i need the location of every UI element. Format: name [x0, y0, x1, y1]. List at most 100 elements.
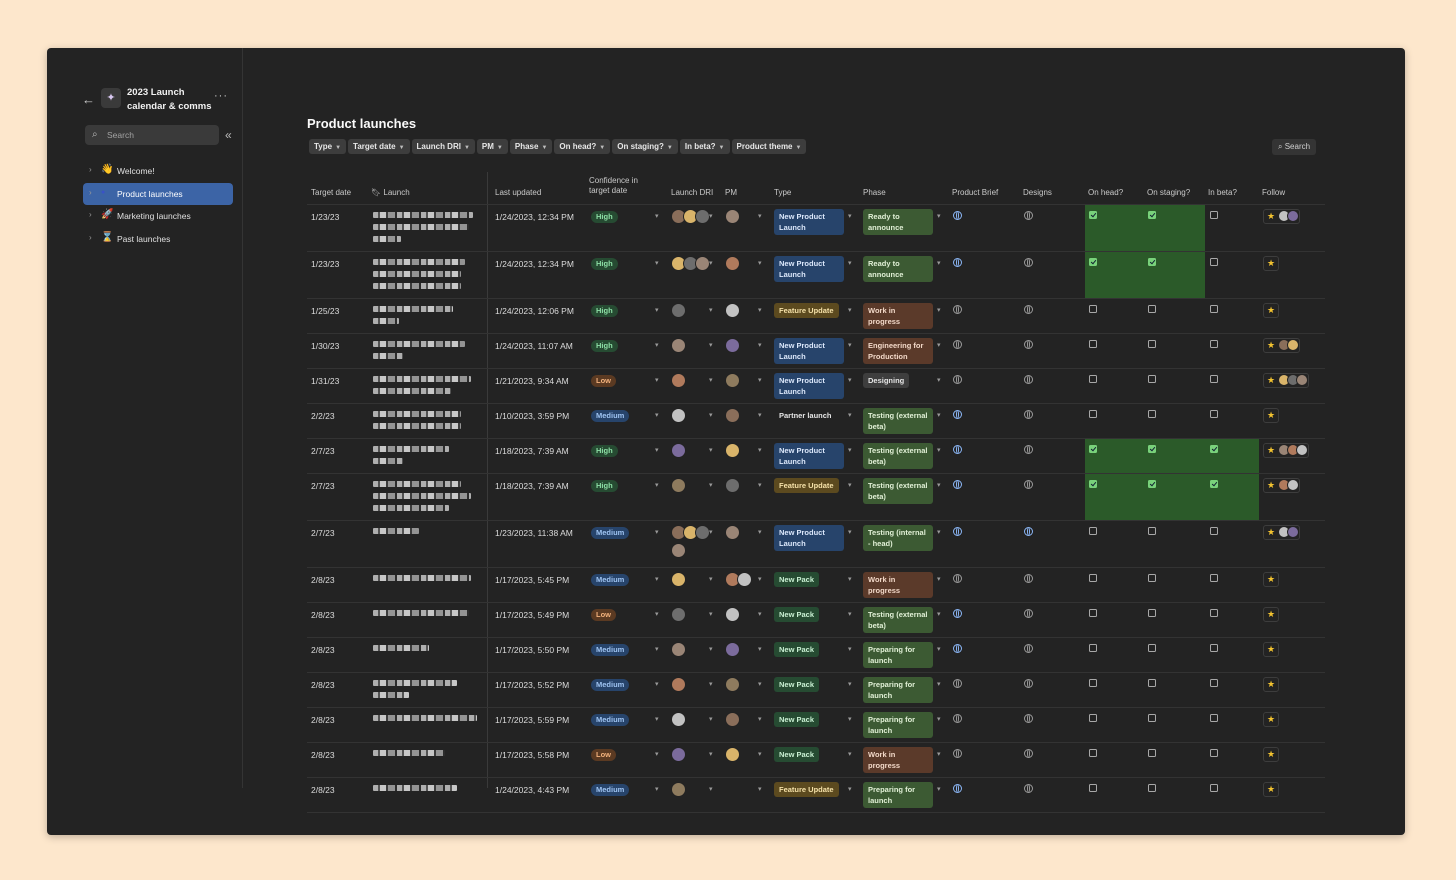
chevron-down-icon[interactable]: ▾: [758, 529, 762, 536]
target-date-cell[interactable]: 1/25/23: [311, 306, 340, 316]
on-head-checkbox[interactable]: [1089, 749, 1097, 757]
chevron-down-icon[interactable]: ▾: [709, 611, 713, 618]
phase-tag[interactable]: Preparing for launch: [863, 642, 933, 668]
on-staging-checkbox[interactable]: [1148, 305, 1156, 313]
chevron-down-icon[interactable]: ▾: [709, 412, 713, 419]
pm-avatars[interactable]: [725, 256, 740, 274]
sidebar-item-product-launches[interactable]: › ● Product launches: [83, 182, 233, 205]
chevron-down-icon[interactable]: ▾: [848, 681, 852, 688]
chevron-down-icon[interactable]: ▾: [758, 260, 762, 267]
globe-icon[interactable]: [953, 644, 962, 653]
globe-icon[interactable]: [1024, 609, 1033, 618]
launch-dri-avatars[interactable]: [671, 256, 711, 274]
table-row[interactable]: 1/25/23 1/24/2023, 12:06 PM High ▾ ▾ ▾ Feature…: [307, 299, 1325, 334]
chevron-down-icon[interactable]: ▾: [655, 611, 659, 618]
phase-tag[interactable]: Designing: [863, 373, 910, 388]
table-row[interactable]: 2/8/23 1/24/2023, 4:43 PM Medium ▾ ▾ ▾ Feature…: [307, 778, 1325, 813]
globe-icon[interactable]: [953, 784, 962, 793]
target-date-cell[interactable]: 2/8/23: [311, 645, 335, 655]
chevron-down-icon[interactable]: ▾: [709, 576, 713, 583]
launch-name-redacted[interactable]: [373, 341, 465, 365]
table-row[interactable]: 1/31/23 1/21/2023, 9:34 AM Low ▾ ▾ ▾ New Produ…: [307, 369, 1325, 404]
pm-avatars[interactable]: [725, 373, 740, 391]
on-head-checkbox[interactable]: [1089, 527, 1097, 535]
table-row[interactable]: 2/8/23 1/17/2023, 5:49 PM Low ▾ ▾ ▾ New Pack ▾ T…: [307, 603, 1325, 638]
target-date-cell[interactable]: 2/8/23: [311, 610, 335, 620]
table-row[interactable]: 2/7/23 1/23/2023, 11:38 AM Medium ▾ ▾ ▾ New Pr…: [307, 521, 1325, 568]
filter-chip[interactable]: Target date ▼: [348, 139, 410, 154]
launch-name-redacted[interactable]: [373, 481, 471, 517]
follow-button[interactable]: ★: [1263, 782, 1280, 797]
chevron-down-icon[interactable]: ▾: [655, 751, 659, 758]
launch-dri-avatars[interactable]: [671, 209, 711, 227]
confidence-badge[interactable]: High: [591, 305, 618, 317]
type-tag[interactable]: Feature Update: [774, 303, 839, 318]
type-tag[interactable]: New Product Launch: [774, 443, 844, 469]
on-head-checkbox[interactable]: [1089, 609, 1097, 617]
launch-name-redacted[interactable]: [373, 212, 473, 248]
chevron-down-icon[interactable]: ▾: [937, 611, 941, 618]
globe-icon[interactable]: [1024, 445, 1033, 454]
in-beta-checkbox[interactable]: [1210, 375, 1218, 383]
chevron-down-icon[interactable]: ▾: [709, 529, 713, 536]
type-tag[interactable]: Partner launch: [779, 411, 832, 420]
table-row[interactable]: 2/8/23 1/17/2023, 5:45 PM Medium ▾ ▾ ▾ New Pac…: [307, 568, 1325, 603]
chevron-down-icon[interactable]: ▾: [937, 751, 941, 758]
on-staging-checkbox[interactable]: [1148, 375, 1156, 383]
chevron-down-icon[interactable]: ▾: [758, 447, 762, 454]
in-beta-checkbox[interactable]: [1210, 305, 1218, 313]
on-staging-checkbox[interactable]: [1148, 714, 1156, 722]
chevron-down-icon[interactable]: ▾: [937, 576, 941, 583]
type-tag[interactable]: Feature Update: [774, 478, 839, 493]
table-row[interactable]: 1/23/23 1/24/2023, 12:34 PM High ▾ ▾ ▾ New Pro…: [307, 204, 1325, 252]
chevron-down-icon[interactable]: ▾: [655, 482, 659, 489]
phase-tag[interactable]: Testing (internal - head): [863, 525, 933, 551]
type-tag[interactable]: New Product Launch: [774, 338, 844, 364]
phase-tag[interactable]: Work in progress: [863, 747, 933, 773]
in-beta-checkbox[interactable]: [1210, 445, 1218, 453]
chevron-down-icon[interactable]: ▾: [937, 377, 941, 384]
chevron-down-icon[interactable]: ▾: [848, 447, 852, 454]
on-staging-checkbox[interactable]: [1148, 784, 1156, 792]
chevron-right-icon[interactable]: ›: [89, 165, 92, 174]
launch-name-redacted[interactable]: [373, 446, 449, 470]
follow-button[interactable]: ★: [1263, 443, 1310, 458]
pm-avatars[interactable]: [725, 478, 740, 496]
phase-tag[interactable]: Testing (external beta): [863, 607, 933, 633]
on-head-checkbox[interactable]: [1089, 445, 1097, 453]
on-staging-checkbox[interactable]: [1148, 609, 1156, 617]
phase-tag[interactable]: Testing (external beta): [863, 408, 933, 434]
globe-icon[interactable]: [1024, 480, 1033, 489]
launch-dri-avatars[interactable]: [671, 338, 711, 356]
target-date-cell[interactable]: 2/7/23: [311, 446, 335, 456]
target-date-cell[interactable]: 1/23/23: [311, 212, 340, 222]
type-tag[interactable]: New Product Launch: [774, 373, 844, 399]
launch-name-redacted[interactable]: [373, 575, 471, 587]
launch-dri-avatars[interactable]: [671, 443, 711, 461]
confidence-badge[interactable]: Medium: [591, 574, 630, 586]
in-beta-checkbox[interactable]: [1210, 410, 1218, 418]
on-head-checkbox[interactable]: [1089, 258, 1097, 266]
chevron-down-icon[interactable]: ▾: [848, 377, 852, 384]
on-head-checkbox[interactable]: [1089, 679, 1097, 687]
chevron-down-icon[interactable]: ▾: [758, 681, 762, 688]
confidence-badge[interactable]: Medium: [591, 784, 630, 796]
chevron-down-icon[interactable]: ▾: [937, 681, 941, 688]
launch-name-redacted[interactable]: [373, 715, 477, 727]
chevron-down-icon[interactable]: ▾: [937, 529, 941, 536]
in-beta-checkbox[interactable]: [1210, 644, 1218, 652]
chevron-down-icon[interactable]: ▾: [655, 447, 659, 454]
chevron-down-icon[interactable]: ▾: [709, 260, 713, 267]
filter-chip[interactable]: Launch DRI ▼: [411, 139, 475, 154]
globe-icon[interactable]: [1024, 679, 1033, 688]
phase-tag[interactable]: Work in progress: [863, 303, 933, 329]
launch-name-redacted[interactable]: [373, 528, 419, 540]
on-head-checkbox[interactable]: [1089, 784, 1097, 792]
follow-button[interactable]: ★: [1263, 572, 1280, 587]
type-tag[interactable]: New Pack: [774, 747, 820, 762]
chevron-down-icon[interactable]: ▾: [758, 213, 762, 220]
col-last-updated[interactable]: Last updated: [495, 188, 542, 197]
globe-icon[interactable]: [953, 714, 962, 723]
col-on-head[interactable]: On head?: [1088, 188, 1124, 197]
pm-avatars[interactable]: [725, 209, 740, 227]
